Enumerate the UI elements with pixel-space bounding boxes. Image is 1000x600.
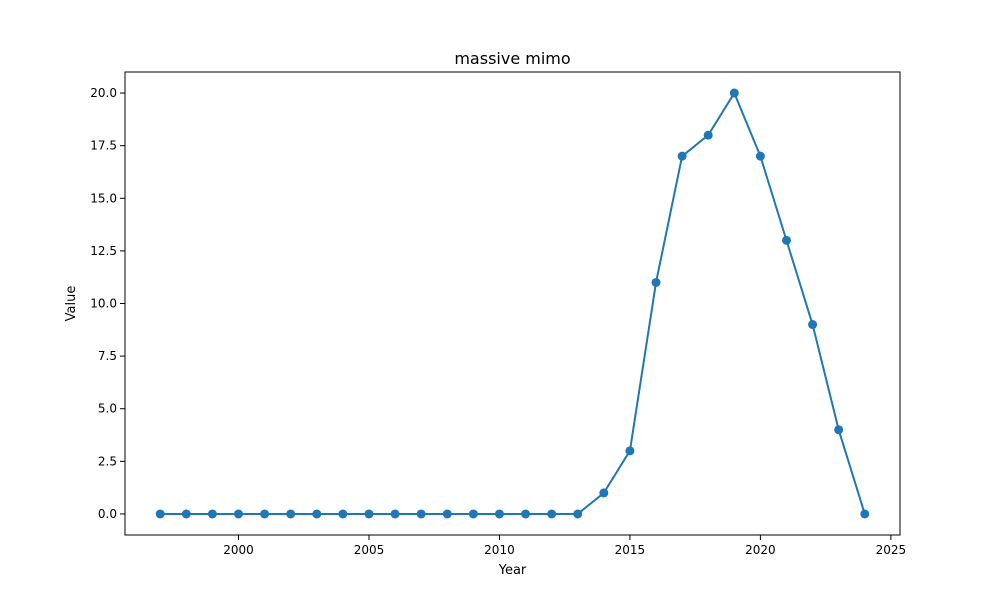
- x-axis-label: Year: [498, 563, 527, 578]
- data-point-marker: [416, 509, 426, 519]
- y-axis-ticks: 0.0 2.5 5.0 7.5 10.0 12.5 15.0 17.5 20.0: [90, 86, 125, 521]
- data-point-marker: [703, 130, 713, 140]
- y-tick-label: 15.0: [90, 191, 117, 205]
- data-point-marker: [442, 509, 452, 519]
- y-tick-label: 12.5: [90, 244, 117, 258]
- data-point-marker: [677, 151, 687, 161]
- y-tick-label: 20.0: [90, 86, 117, 100]
- x-tick-label: 2000: [223, 543, 254, 557]
- data-point-marker: [625, 446, 635, 456]
- y-tick-label: 0.0: [98, 507, 117, 521]
- data-point-marker: [547, 509, 557, 519]
- data-point-marker: [834, 425, 844, 435]
- data-point-marker: [234, 509, 244, 519]
- data-point-marker: [181, 509, 191, 519]
- data-point-marker: [207, 509, 217, 519]
- data-point-marker: [521, 509, 531, 519]
- y-tick-label: 17.5: [90, 139, 117, 153]
- data-point-marker: [155, 509, 165, 519]
- plot-area: [125, 72, 900, 535]
- x-tick-label: 2015: [615, 543, 646, 557]
- plot-frame: [124, 71, 901, 536]
- y-tick-label: 2.5: [98, 454, 117, 468]
- y-tick-label: 5.0: [98, 402, 117, 416]
- data-point-marker: [755, 151, 765, 161]
- y-tick-label: 10.0: [90, 297, 117, 311]
- data-point-marker: [468, 509, 478, 519]
- data-point-marker: [729, 88, 739, 98]
- data-point-marker: [781, 235, 791, 245]
- data-point-marker: [651, 277, 661, 287]
- x-tick-label: 2010: [484, 543, 515, 557]
- data-point-marker: [390, 509, 400, 519]
- data-point-marker: [573, 509, 583, 519]
- chart-title: massive mimo: [454, 49, 570, 68]
- x-tick-label: 2020: [745, 543, 776, 557]
- data-point-marker: [599, 488, 609, 498]
- data-point-marker: [312, 509, 322, 519]
- x-axis-ticks: 2000 2005 2010 2015 2020 2025: [223, 535, 906, 557]
- data-point-marker: [860, 509, 870, 519]
- series-layer: [155, 88, 870, 519]
- x-tick-label: 2025: [876, 543, 907, 557]
- y-axis-label: Value: [64, 286, 79, 322]
- data-point-marker: [364, 509, 374, 519]
- data-point-marker: [286, 509, 296, 519]
- x-tick-label: 2005: [354, 543, 385, 557]
- data-point-marker: [494, 509, 504, 519]
- series-line: [160, 92, 866, 515]
- data-point-marker: [260, 509, 270, 519]
- y-tick-label: 7.5: [98, 349, 117, 363]
- data-point-marker: [808, 320, 818, 330]
- data-point-marker: [338, 509, 348, 519]
